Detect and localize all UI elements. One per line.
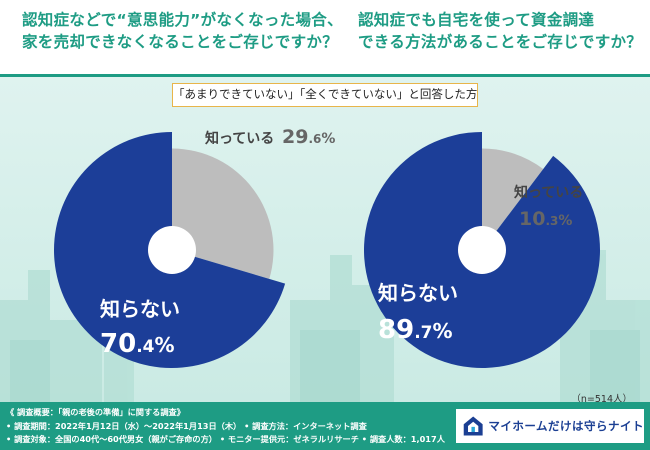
survey-period-method: • 調査期間：2022年1月12日（水）〜2022年1月13日（木） • 調査方… <box>6 420 367 431</box>
value-shiranai: 89.7% <box>378 315 453 345</box>
question-1-line-1: 認知症などで“意思能力”がなくなった場合、 <box>22 11 343 29</box>
pie-chart-1: 知らない 70.4% 知っている 29.6% <box>53 126 335 369</box>
question-1-line-2: 家を売却できなくなることをご存じですか？ <box>22 33 339 51</box>
pie-center-hole <box>458 226 506 274</box>
question-2: 認知症でも自宅を使って資金調達 できる方法があることをご存じですか？ <box>358 9 642 53</box>
question-1: 認知症などで“意思能力”がなくなった場合、 家を売却できなくなることをご存じです… <box>22 9 343 53</box>
pie-center-hole <box>148 226 196 274</box>
header-divider <box>0 74 650 77</box>
label-shitteiru: 知っている <box>514 184 583 201</box>
survey-target-count: • 調査対象：全国の40代〜60代男女（親がご存命の方） • モニター提供元：ゼ… <box>6 434 445 444</box>
header: 認知症などで“意思能力”がなくなった場合、 家を売却できなくなることをご存じです… <box>0 0 650 76</box>
value-shiranai: 70.4% <box>100 329 175 359</box>
label-shiranai: 知らない <box>378 281 458 305</box>
value-shitteiru: 10.3% <box>519 208 572 230</box>
brand-logo: マイホームだけは守らナイト <box>456 409 644 443</box>
label-shitteiru: 知っている <box>205 130 274 147</box>
sample-size-label: （n=514人） <box>571 394 632 405</box>
house-shield-icon <box>463 416 483 436</box>
survey-footer: 《 調査概要：「親の老後の準備」に関する調査》 • 調査期間：2022年1月12… <box>0 402 650 450</box>
label-shiranai: 知らない <box>100 297 180 321</box>
value-shitteiru: 29.6% <box>282 126 335 148</box>
respondent-subtitle: 「あまりできていない」「全くできていない」と回答した方 <box>172 83 478 107</box>
pie-slice-shitteiru <box>482 148 544 250</box>
question-2-line-1: 認知症でも自宅を使って資金調達 <box>358 11 595 29</box>
pie-slice-shitteiru <box>172 148 274 279</box>
survey-overview-title: 《 調査概要：「親の老後の準備」に関する調査》 <box>6 407 185 417</box>
question-2-line-2: できる方法があることをご存じですか？ <box>358 33 643 51</box>
pie-chart-2: 知らない 89.7% 知っている 10.3% <box>363 132 600 369</box>
brand-logo-text: マイホームだけは守らナイト <box>488 419 644 433</box>
